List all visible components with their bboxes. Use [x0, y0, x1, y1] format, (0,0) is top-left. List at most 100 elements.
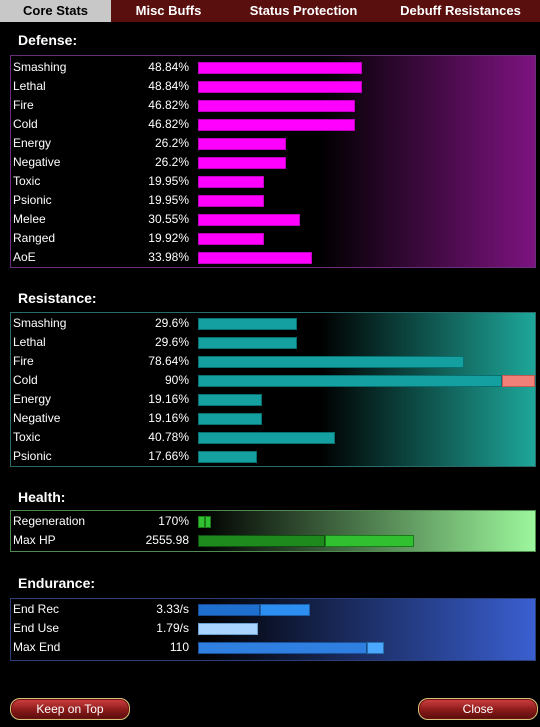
resistance-bar [198, 394, 262, 406]
defense-row-energy: Energy 26.2% [11, 135, 535, 154]
health-title: Health: [18, 489, 66, 505]
resistance-label: Psionic [13, 449, 52, 463]
resistance-label: Smashing [13, 316, 67, 330]
defense-label: Melee [13, 212, 46, 226]
defense-value: 46.82% [148, 98, 189, 112]
resistance-row-toxic: Toxic 40.78% [11, 429, 535, 448]
tab-core-stats[interactable]: Core Stats [0, 0, 111, 22]
defense-value: 19.95% [148, 193, 189, 207]
defense-bar [198, 119, 355, 131]
max-end-bar-extra [367, 642, 384, 654]
max-hp-bar-extra [325, 535, 414, 547]
defense-bar [198, 252, 312, 264]
max-end-bar [198, 642, 367, 654]
regeneration-bar-extra [205, 516, 211, 528]
resistance-value: 78.64% [148, 354, 189, 368]
defense-bar [198, 176, 264, 188]
endurance-row-end-use: End Use 1.79/s [11, 620, 535, 639]
tab-misc-buffs[interactable]: Misc Buffs [135, 3, 202, 18]
health-value: 170% [158, 514, 189, 528]
end-use-bar [198, 623, 258, 635]
defense-title: Defense: [18, 32, 78, 48]
endurance-title: Endurance: [18, 575, 96, 591]
defense-label: Ranged [13, 231, 56, 245]
tab-bar: Core Stats Misc Buffs Status Protection … [0, 0, 540, 22]
tab-debuff-resistances[interactable]: Debuff Resistances [400, 3, 521, 18]
defense-value: 19.92% [148, 231, 189, 245]
regeneration-bar [198, 516, 205, 528]
resistance-row-energy: Energy 19.16% [11, 391, 535, 410]
endurance-label: Max End [13, 640, 61, 654]
end-rec-bar [198, 604, 260, 616]
defense-label: Lethal [13, 79, 46, 93]
defense-bar [198, 100, 355, 112]
resistance-row-lethal: Lethal 29.6% [11, 334, 535, 353]
defense-row-cold: Cold 46.82% [11, 116, 535, 135]
defense-value: 48.84% [148, 60, 189, 74]
defense-row-fire: Fire 46.82% [11, 97, 535, 116]
resistance-value: 40.78% [148, 430, 189, 444]
endurance-row-max-end: Max End 110 [11, 639, 535, 658]
defense-label: Cold [13, 117, 38, 131]
defense-row-lethal: Lethal 48.84% [11, 78, 535, 97]
defense-bar [198, 138, 286, 150]
resistance-bar [198, 337, 297, 349]
max-hp-bar [198, 535, 325, 547]
endurance-panel: End Rec 3.33/s End Use 1.79/s Max End 11… [10, 598, 536, 661]
resistance-label: Energy [13, 392, 52, 406]
defense-bar [198, 214, 300, 226]
defense-value: 48.84% [148, 79, 189, 93]
defense-row-toxic: Toxic 19.95% [11, 173, 535, 192]
defense-panel: Smashing 48.84% Lethal 48.84% Fire 46.82… [10, 55, 536, 268]
resistance-panel: Smashing 29.6% Lethal 29.6% Fire 78.64% … [10, 312, 536, 467]
end-rec-bar-extra [260, 604, 310, 616]
health-row-regeneration: Regeneration 170% [11, 513, 535, 532]
resistance-label: Negative [13, 411, 61, 425]
defense-label: Smashing [13, 60, 67, 74]
defense-label: Negative [13, 155, 61, 169]
tab-status-protection[interactable]: Status Protection [249, 3, 358, 18]
defense-row-negative: Negative 26.2% [11, 154, 535, 173]
defense-label: Psionic [13, 193, 52, 207]
defense-bar [198, 233, 264, 245]
defense-value: 19.95% [148, 174, 189, 188]
defense-row-smashing: Smashing 48.84% [11, 59, 535, 78]
defense-value: 30.55% [148, 212, 189, 226]
resistance-label: Cold [13, 373, 38, 387]
close-button[interactable]: Close [418, 698, 538, 720]
defense-value: 26.2% [154, 136, 189, 150]
health-label: Max HP [13, 533, 56, 547]
resistance-label: Fire [13, 354, 34, 368]
resistance-value: 17.66% [148, 449, 189, 463]
resistance-value: 90% [164, 373, 189, 387]
defense-bar [198, 62, 362, 74]
resistance-value: 19.16% [148, 411, 189, 425]
defense-value: 26.2% [154, 155, 189, 169]
defense-label: Energy [13, 136, 52, 150]
resistance-row-cold: Cold 90% [11, 372, 535, 391]
endurance-label: End Rec [13, 602, 60, 616]
keep-on-top-button[interactable]: Keep on Top [10, 698, 130, 720]
resistance-bar [198, 375, 502, 387]
defense-label: AoE [13, 250, 36, 264]
defense-row-psionic: Psionic 19.95% [11, 192, 535, 211]
resistance-bar [198, 318, 297, 330]
defense-bar [198, 157, 286, 169]
resistance-value: 19.16% [148, 392, 189, 406]
defense-row-ranged: Ranged 19.92% [11, 230, 535, 249]
resistance-bar [198, 451, 257, 463]
defense-label: Fire [13, 98, 34, 112]
defense-bar [198, 195, 264, 207]
resistance-label: Lethal [13, 335, 46, 349]
defense-value: 33.98% [148, 250, 189, 264]
health-label: Regeneration [13, 514, 86, 528]
resistance-value: 29.6% [154, 316, 189, 330]
health-panel: Regeneration 170% Max HP 2555.98 [10, 510, 536, 552]
defense-value: 46.82% [148, 117, 189, 131]
resistance-bar [198, 356, 464, 368]
resistance-row-smashing: Smashing 29.6% [11, 315, 535, 334]
endurance-value: 110 [169, 640, 189, 654]
health-value: 2555.98 [145, 533, 189, 547]
endurance-value: 3.33/s [156, 602, 189, 616]
resistance-overcap-bar [502, 375, 535, 387]
